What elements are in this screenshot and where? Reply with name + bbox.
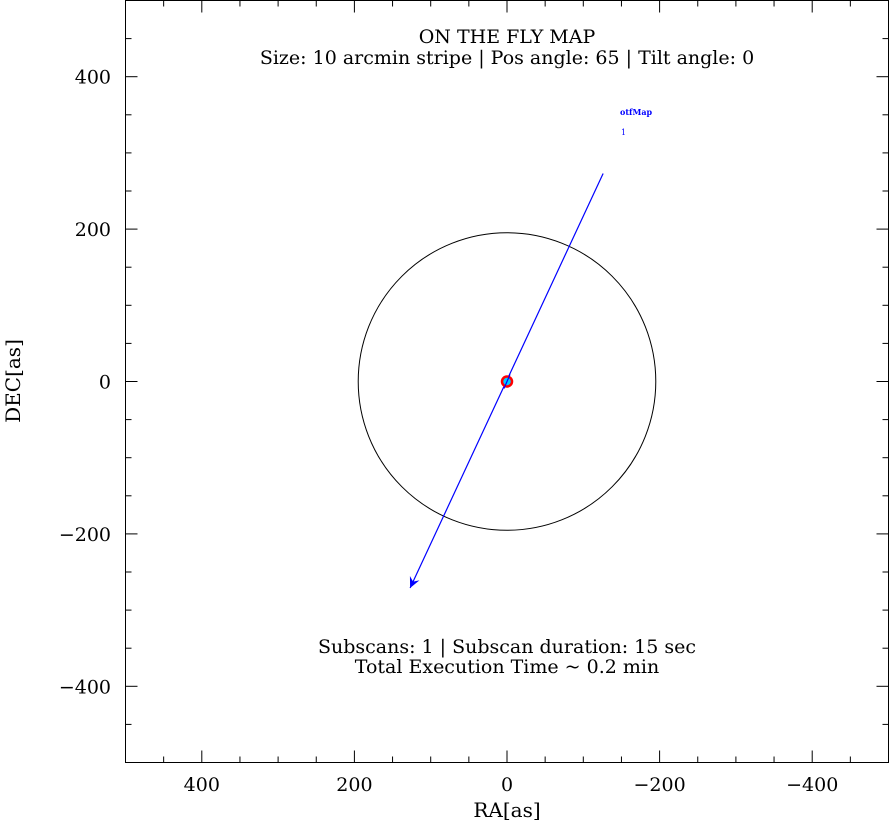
center-scan-segment — [503, 374, 511, 389]
legend-label: otfMap — [620, 107, 653, 117]
x-axis-label: RA[as] — [473, 798, 540, 822]
field-circle — [357, 232, 657, 531]
y-tick-label: −400 — [59, 676, 111, 698]
annotation-execution-time: Total Execution Time ~ 0.2 min — [355, 656, 659, 678]
scan-direction-arrowhead — [409, 576, 420, 589]
x-tick-label: −200 — [634, 774, 686, 796]
axis-ticks: 400 200 0 −200 −400 400 200 0 −200 −400 — [59, 0, 889, 796]
chart-subtitle: Size: 10 arcmin stripe | Pos angle: 65 |… — [260, 47, 754, 69]
y-axis-label: DEC[as] — [1, 339, 25, 423]
chart-title: ON THE FLY MAP — [419, 26, 596, 48]
x-tick-label: 0 — [501, 774, 513, 796]
y-tick-label: 400 — [75, 67, 111, 89]
y-tick-label: 200 — [75, 219, 111, 241]
x-tick-label: 400 — [184, 774, 220, 796]
plot-marks — [357, 173, 657, 589]
legend-index: 1 — [621, 128, 626, 137]
y-tick-label: 0 — [99, 372, 111, 394]
x-tick-label: −400 — [786, 774, 838, 796]
y-tick-label: −200 — [59, 524, 111, 546]
x-tick-label: 200 — [336, 774, 372, 796]
annotation-subscans: Subscans: 1 | Subscan duration: 15 sec — [318, 636, 696, 658]
